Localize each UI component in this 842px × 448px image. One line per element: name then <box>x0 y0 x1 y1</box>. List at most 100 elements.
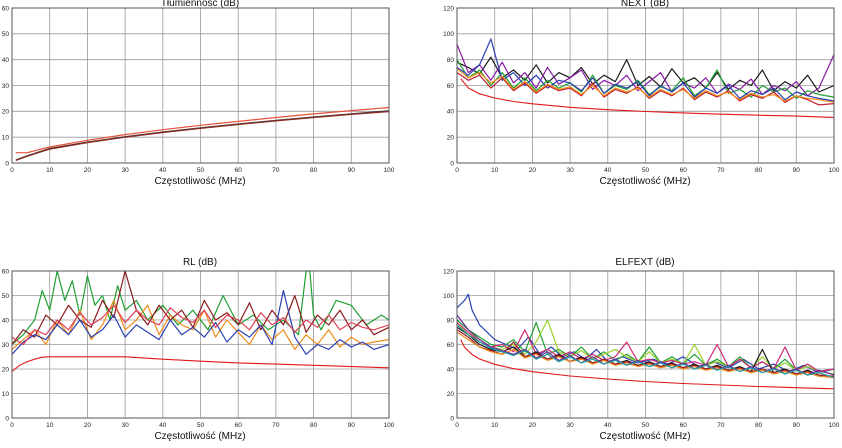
y-tick-label: 20 <box>447 391 455 398</box>
x-tick-label: 50 <box>197 167 205 174</box>
x-tick-label: 40 <box>159 167 167 174</box>
x-tick-label: 0 <box>10 167 14 174</box>
y-tick-label: 10 <box>2 134 10 141</box>
x-tick-label: 90 <box>793 422 801 429</box>
x-tick-label: 90 <box>348 422 356 429</box>
x-tick-label: 60 <box>235 167 243 174</box>
y-tick-label: 0 <box>450 160 454 167</box>
x-tick-label: 50 <box>197 422 205 429</box>
series-line-3 <box>456 59 835 100</box>
y-tick-label: 50 <box>2 293 10 300</box>
series-line-1 <box>456 56 835 93</box>
x-tick-label: 20 <box>84 422 92 429</box>
y-tick-label: 80 <box>447 57 455 64</box>
plot-frame <box>11 270 390 419</box>
x-tick-label: 20 <box>529 167 537 174</box>
plot-frame <box>456 7 835 164</box>
x-tick-label: 80 <box>755 167 763 174</box>
series-line-4 <box>456 322 835 373</box>
plot-frame <box>11 7 390 164</box>
y-tick-label: 40 <box>2 57 10 64</box>
y-tick-label: 60 <box>2 5 10 12</box>
attenuation-plot: 0 10 20 30 40 50 60 70 80 90 100 0 10 20 30 40 50 60 <box>2 5 395 174</box>
limit-line <box>11 356 390 372</box>
y-tick-label: 40 <box>2 317 10 324</box>
x-tick-label: 30 <box>121 167 129 174</box>
x-tick-label: 80 <box>310 167 318 174</box>
x-tick-label: 100 <box>829 167 840 174</box>
elfext-plot: 0 10 20 30 40 50 60 70 80 90 100 0 20 40 60 80 100 120 <box>443 268 840 429</box>
x-tick-label: 80 <box>755 422 763 429</box>
y-tick-label: 20 <box>2 366 10 373</box>
next-x-title: Częstotliwość (MHz) <box>599 176 691 187</box>
rl-plot: 0 10 20 30 40 50 60 70 80 90 100 0 10 20 30 40 50 60 <box>2 268 395 429</box>
series-line-5 <box>11 304 390 346</box>
series-line-3 <box>15 111 390 161</box>
plot-frame <box>456 270 835 419</box>
y-tick-label: 40 <box>447 109 455 116</box>
y-tick-label: 60 <box>447 83 455 90</box>
x-tick-label: 0 <box>455 167 459 174</box>
y-tick-label: 0 <box>5 160 9 167</box>
y-tick-label: 0 <box>450 415 454 422</box>
x-tick-label: 10 <box>46 167 54 174</box>
x-tick-label: 10 <box>491 422 499 429</box>
x-tick-label: 60 <box>235 422 243 429</box>
x-tick-label: 20 <box>529 422 537 429</box>
series-line-2 <box>11 299 390 351</box>
y-tick-label: 120 <box>443 268 454 275</box>
x-tick-label: 80 <box>310 422 318 429</box>
x-tick-label: 70 <box>717 167 725 174</box>
attenuation-x-title: Częstotliwość (MHz) <box>154 176 246 187</box>
rl-x-title: Częstotliwość (MHz) <box>154 431 246 442</box>
x-tick-label: 0 <box>10 422 14 429</box>
y-tick-label: 80 <box>447 317 455 324</box>
next-title: NEXT (dB) <box>620 0 670 9</box>
next-plot: 0 10 20 30 40 50 60 70 80 90 100 0 20 40 60 80 100 120 <box>443 5 840 174</box>
series-line-6 <box>456 68 835 103</box>
series-line-3 <box>11 270 390 345</box>
x-tick-label: 90 <box>793 167 801 174</box>
y-tick-label: 40 <box>447 366 455 373</box>
y-tick-label: 20 <box>2 109 10 116</box>
x-tick-label: 60 <box>680 422 688 429</box>
x-tick-label: 50 <box>642 167 650 174</box>
x-tick-label: 30 <box>121 422 129 429</box>
series-line-4 <box>11 289 390 355</box>
x-tick-label: 10 <box>491 167 499 174</box>
series-line-9 <box>456 324 835 379</box>
series-line-1 <box>15 106 390 154</box>
x-tick-label: 0 <box>455 422 459 429</box>
x-tick-label: 100 <box>384 422 395 429</box>
x-tick-label: 30 <box>566 167 574 174</box>
x-tick-label: 40 <box>604 167 612 174</box>
series-line-4 <box>456 38 835 102</box>
y-tick-label: 0 <box>5 415 9 422</box>
x-tick-label: 40 <box>604 422 612 429</box>
elfext-chart: ELFEXT (dB) 0 10 20 30 40 50 60 70 80 90 100 0 20 40 6… <box>420 255 842 448</box>
x-tick-label: 90 <box>348 167 356 174</box>
x-tick-label: 30 <box>566 422 574 429</box>
x-tick-label: 100 <box>829 422 840 429</box>
x-tick-label: 70 <box>272 167 280 174</box>
next-chart: NEXT (dB) 0 10 20 30 40 50 60 70 80 90 100 0 20 40 60 8… <box>420 0 842 200</box>
y-tick-label: 120 <box>443 5 454 12</box>
rl-title: RL (dB) <box>182 257 218 268</box>
y-tick-label: 20 <box>447 134 455 141</box>
y-tick-label: 60 <box>2 268 10 275</box>
y-tick-label: 10 <box>2 391 10 398</box>
attenuation-chart: Tłumienność (dB) 0 10 20 30 40 50 60 70 80 90 100 0… <box>0 0 400 200</box>
x-tick-label: 50 <box>642 422 650 429</box>
elfext-x-title: Częstotliwość (MHz) <box>599 431 691 442</box>
series-line-2 <box>456 43 835 97</box>
x-tick-label: 70 <box>272 422 280 429</box>
y-tick-label: 50 <box>2 31 10 38</box>
x-tick-label: 20 <box>84 167 92 174</box>
y-tick-label: 100 <box>443 31 454 38</box>
attenuation-title: Tłumienność (dB) <box>160 0 240 9</box>
x-tick-label: 40 <box>159 422 167 429</box>
y-tick-label: 30 <box>2 83 10 90</box>
rl-chart: RL (dB) 0 10 20 30 40 50 60 70 80 90 100 0 10 20 30 40 5… <box>0 255 400 448</box>
limit-line <box>460 339 835 390</box>
y-tick-label: 100 <box>443 293 454 300</box>
